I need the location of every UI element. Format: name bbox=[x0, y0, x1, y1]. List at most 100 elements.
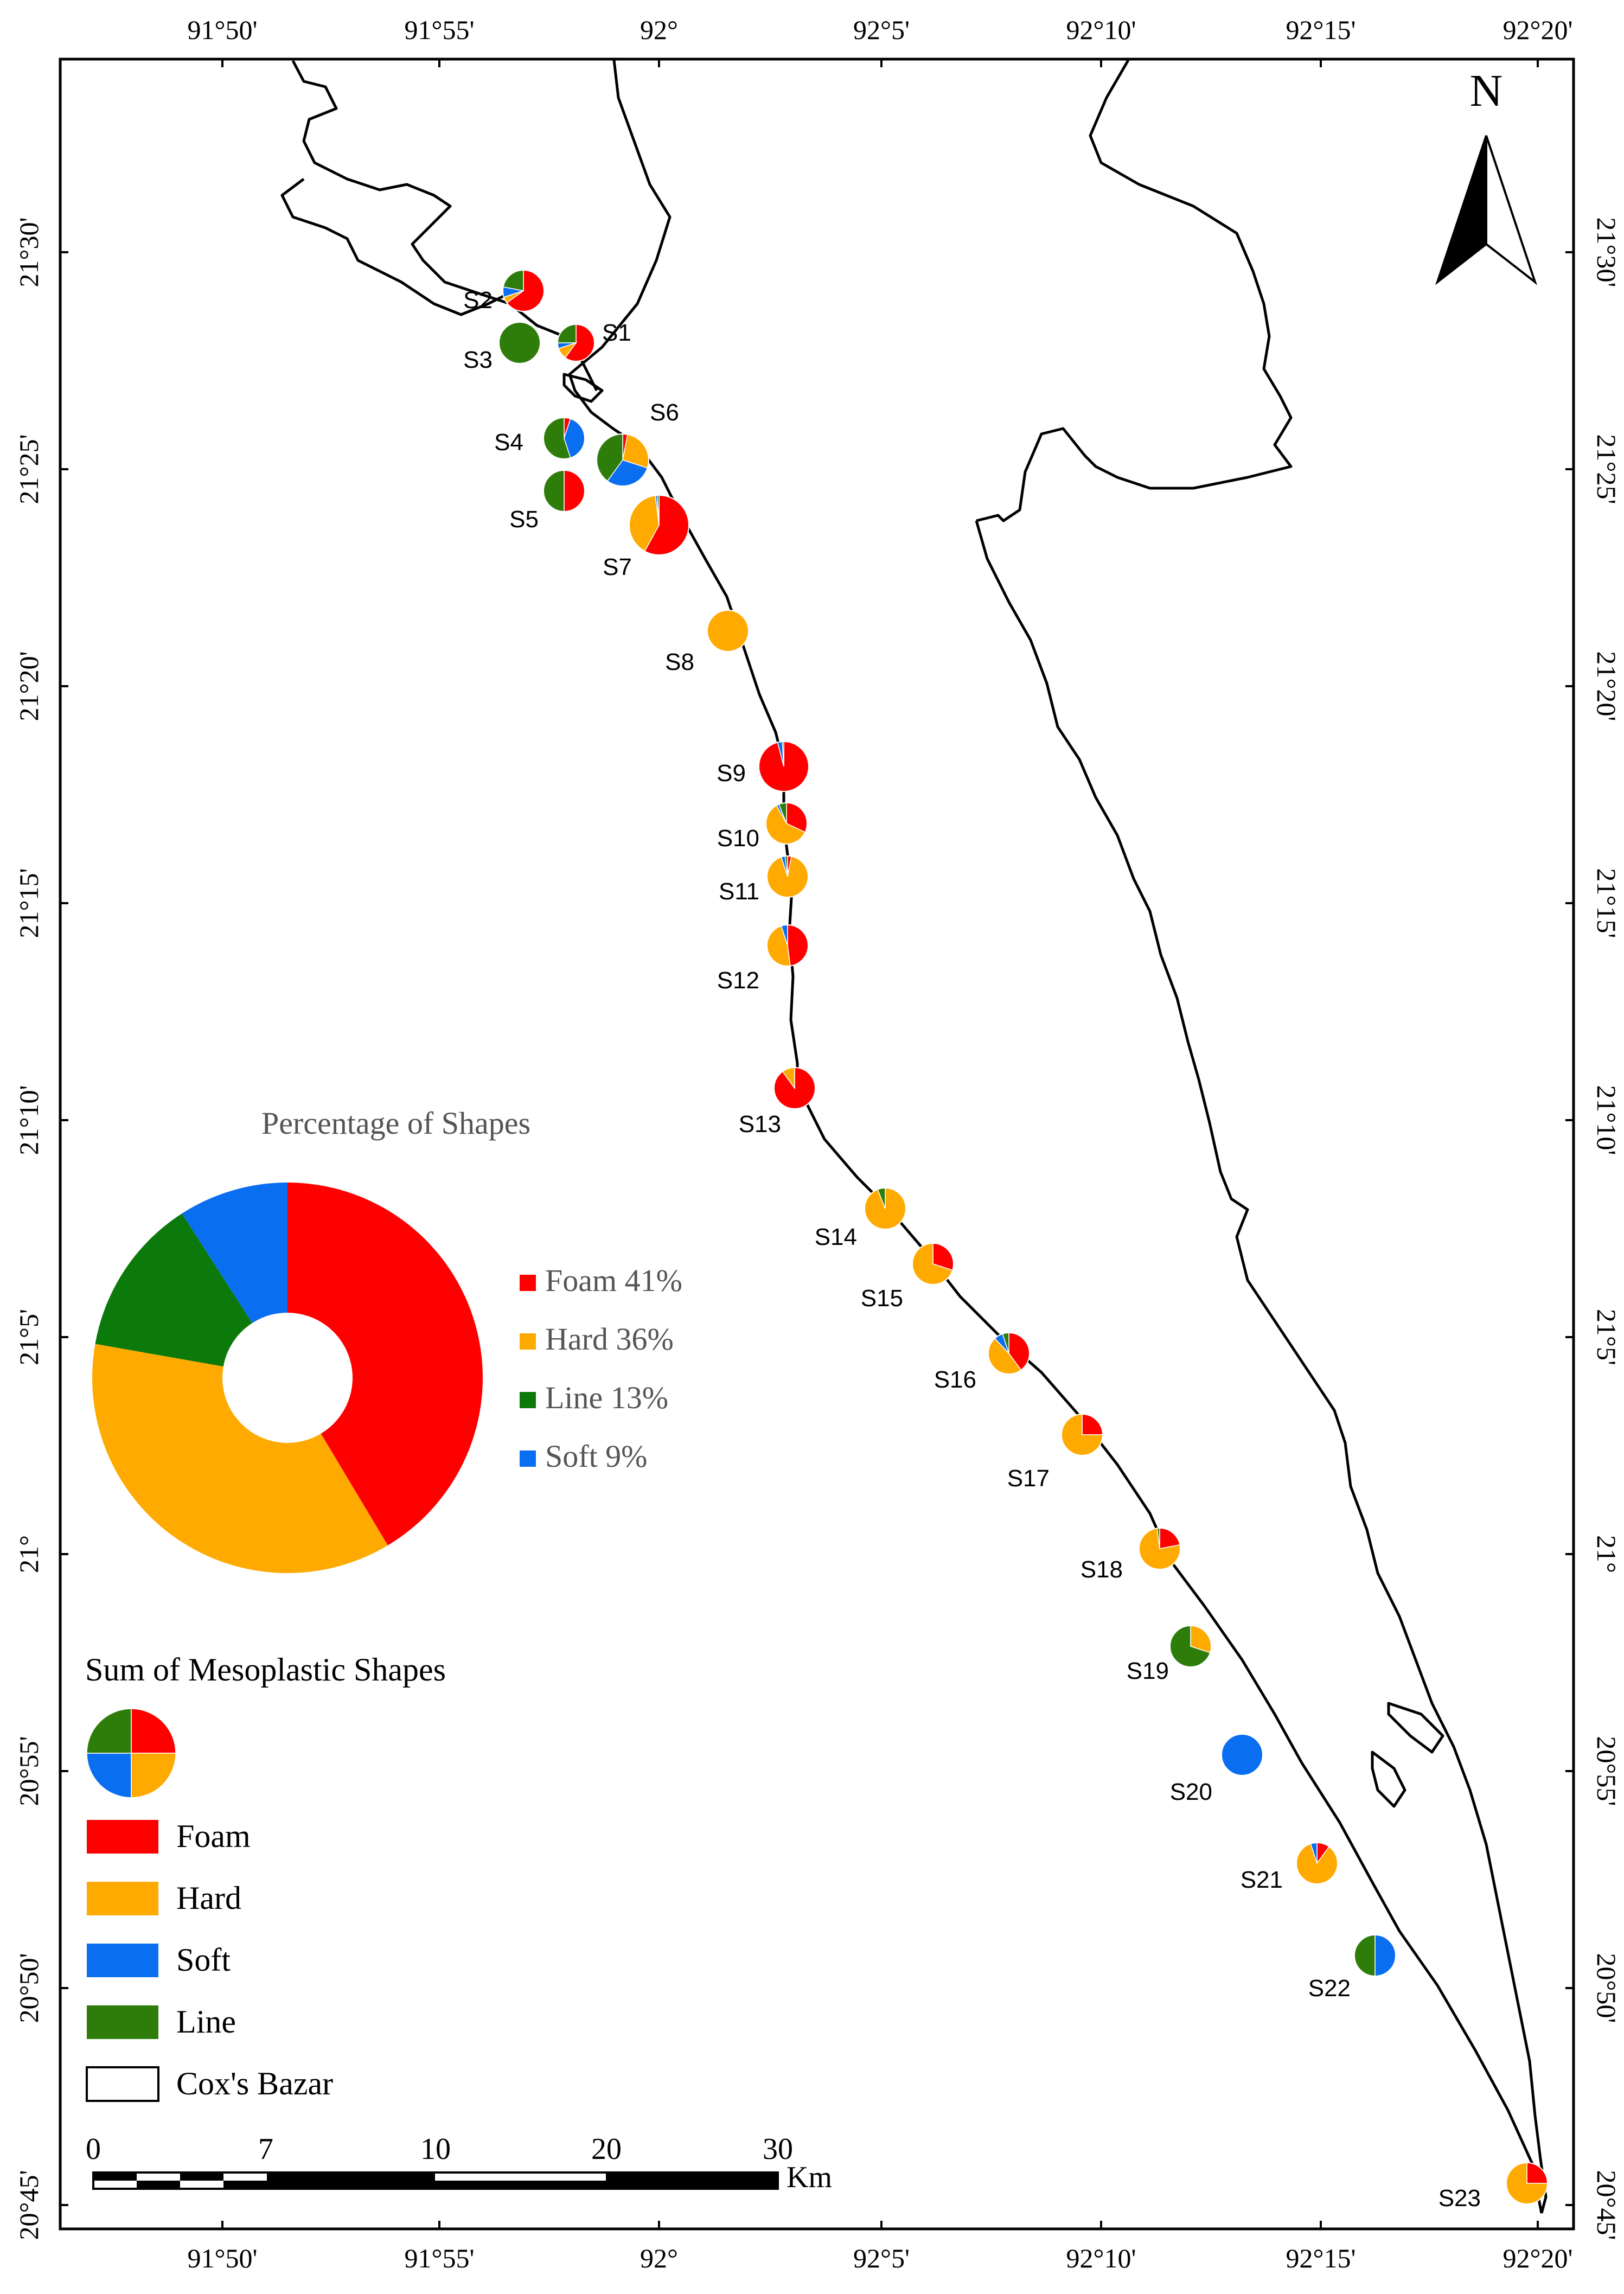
scale-seg-2 bbox=[137, 2181, 180, 2189]
site-label: S10 bbox=[717, 825, 759, 852]
inset-legend-swatch-line bbox=[520, 1392, 536, 1408]
lat-label-left: 21°5' bbox=[14, 1309, 44, 1365]
inset-foam-slice bbox=[287, 1183, 483, 1545]
site-pie-s15: S15 bbox=[861, 1243, 954, 1312]
inset-line-slice bbox=[95, 1213, 253, 1367]
lon-label-top: 91°55' bbox=[404, 15, 474, 45]
legend-items: Foam Hard Soft Line Cox's Bazar bbox=[86, 1818, 333, 2102]
site-label: S12 bbox=[717, 967, 759, 994]
site-label: S18 bbox=[1080, 1556, 1123, 1583]
island-coast-inner bbox=[280, 178, 527, 316]
site-pie-outline bbox=[502, 270, 545, 312]
sonadia-islet bbox=[1387, 1702, 1444, 1754]
legend-title: Sum of Mesoplastic Shapes bbox=[85, 1652, 446, 1688]
site-pie-s20: S20 bbox=[1170, 1734, 1263, 1805]
lon-label-bottom: 91°55' bbox=[404, 2243, 474, 2273]
site-pie-outline bbox=[912, 1243, 954, 1285]
site-label: S4 bbox=[494, 429, 523, 456]
legend-label-foam: Foam bbox=[176, 1818, 251, 1854]
inset-legend-swatch-foam bbox=[520, 1275, 536, 1291]
scale-seg-4 bbox=[223, 2181, 267, 2189]
lat-label-left: 21°20' bbox=[14, 651, 44, 721]
site-pie-layer: S1 S2 S3 S4 S5 S6 S7 S8 S9 S10 S11 S12 S13 S14 S15 S16 S… bbox=[463, 270, 1548, 2212]
inset-legend-label-line: Line 13% bbox=[545, 1380, 668, 1415]
lon-label-top: 91°50' bbox=[187, 15, 257, 45]
site-pie-s14: S14 bbox=[815, 1187, 906, 1250]
inset-legend: Foam 41% Hard 36% Line 13% Soft 9% bbox=[520, 1263, 682, 1474]
site-pie-outline bbox=[1061, 1414, 1103, 1456]
site-label: S11 bbox=[719, 878, 759, 905]
site-label: S9 bbox=[717, 760, 746, 787]
site-pie-s21: S21 bbox=[1241, 1842, 1338, 1893]
legend-swatch-soft bbox=[87, 1944, 158, 1977]
lat-label-right: 21°10' bbox=[1591, 1085, 1622, 1155]
map-frame bbox=[59, 57, 1575, 2231]
lon-label-bottom: 92°15' bbox=[1286, 2243, 1356, 2273]
lat-label-right: 20°50' bbox=[1591, 1953, 1622, 2023]
scale-tick-label: 7 bbox=[258, 2132, 273, 2166]
site-label: S19 bbox=[1127, 1658, 1169, 1684]
north-arrow-left bbox=[1435, 135, 1487, 285]
site-pie-outline bbox=[864, 1187, 906, 1230]
north-arrow-right bbox=[1485, 135, 1537, 285]
site-pie-outline bbox=[557, 324, 595, 362]
legend-sample-line-slice bbox=[86, 1708, 132, 1754]
site-pie-s19: S19 bbox=[1127, 1625, 1212, 1684]
site-s22-soft-slice bbox=[1374, 1934, 1396, 1977]
scale-seg-5 bbox=[267, 2172, 435, 2189]
site-pie-s12: S12 bbox=[717, 924, 809, 994]
site-pie-outline bbox=[1354, 1934, 1396, 1977]
site-label: S13 bbox=[739, 1111, 781, 1138]
site-label: S1 bbox=[602, 320, 631, 346]
site-s5-foam-slice bbox=[564, 470, 585, 512]
north-label: N bbox=[1470, 66, 1503, 116]
lon-label-bottom: 92°10' bbox=[1066, 2243, 1136, 2273]
scale-unit: Km bbox=[787, 2161, 832, 2194]
scale-seg-1 bbox=[93, 2172, 137, 2181]
lat-label-left: 21°10' bbox=[14, 1085, 44, 1155]
lat-label-right: 21° bbox=[1591, 1535, 1622, 1573]
scale-seg-3 bbox=[180, 2172, 223, 2181]
site-pie-outline bbox=[707, 610, 749, 652]
lat-label-left: 20°55' bbox=[14, 1736, 44, 1806]
site-pie-outline bbox=[596, 433, 649, 487]
site-pie-s11: S11 bbox=[719, 855, 809, 905]
scale-seg-7 bbox=[606, 2172, 778, 2189]
lon-label-bottom: 92°5' bbox=[853, 2243, 910, 2273]
site-label: S17 bbox=[1007, 1465, 1050, 1492]
axis-tick-layer bbox=[60, 59, 1574, 2229]
lat-label-left: 21°30' bbox=[14, 217, 44, 287]
legend-swatch-coxs bbox=[86, 2066, 159, 2102]
legend-swatch-foam bbox=[87, 1820, 158, 1854]
site-pie-s7: S7 bbox=[603, 495, 689, 580]
site-pie-outline bbox=[1221, 1734, 1263, 1776]
inland-coast-main bbox=[975, 520, 1548, 2214]
site-pie-s3: S3 bbox=[463, 322, 541, 373]
island-coast bbox=[291, 60, 598, 392]
site-pie-outline bbox=[1169, 1625, 1212, 1667]
site-pie-outline bbox=[766, 855, 809, 898]
site-pie-outline bbox=[1139, 1528, 1181, 1570]
lon-label-top: 92°10' bbox=[1066, 15, 1136, 45]
scale-tick-label: 10 bbox=[420, 2132, 451, 2166]
inland-coast-north bbox=[976, 59, 1293, 522]
main-legend: Sum of Mesoplastic Shapes Foam Hard Soft Li… bbox=[85, 1652, 446, 2102]
nhila-islet bbox=[1371, 1750, 1406, 1808]
lon-label-top: 92° bbox=[640, 15, 678, 45]
legend-sample-pie bbox=[86, 1708, 176, 1798]
site-pie-s8: S8 bbox=[665, 610, 749, 675]
site-label: S6 bbox=[650, 399, 679, 426]
site-pie-outline bbox=[1506, 2162, 1548, 2204]
site-label: S21 bbox=[1241, 1867, 1283, 1893]
site-pie-outline bbox=[543, 417, 585, 459]
site-s22-line-slice bbox=[1354, 1934, 1376, 1977]
shape-percentage-inset: Percentage of Shapes Foam 41% Hard 36% Lin… bbox=[92, 1106, 682, 1573]
site-label: S15 bbox=[861, 1285, 903, 1312]
lat-label-right: 20°45' bbox=[1591, 2170, 1622, 2240]
scale-tick-label: 20 bbox=[591, 2132, 622, 2166]
site-pie-outline bbox=[988, 1332, 1030, 1375]
lon-label-top: 92°20' bbox=[1502, 15, 1572, 45]
site-pie-s9: S9 bbox=[717, 741, 809, 792]
